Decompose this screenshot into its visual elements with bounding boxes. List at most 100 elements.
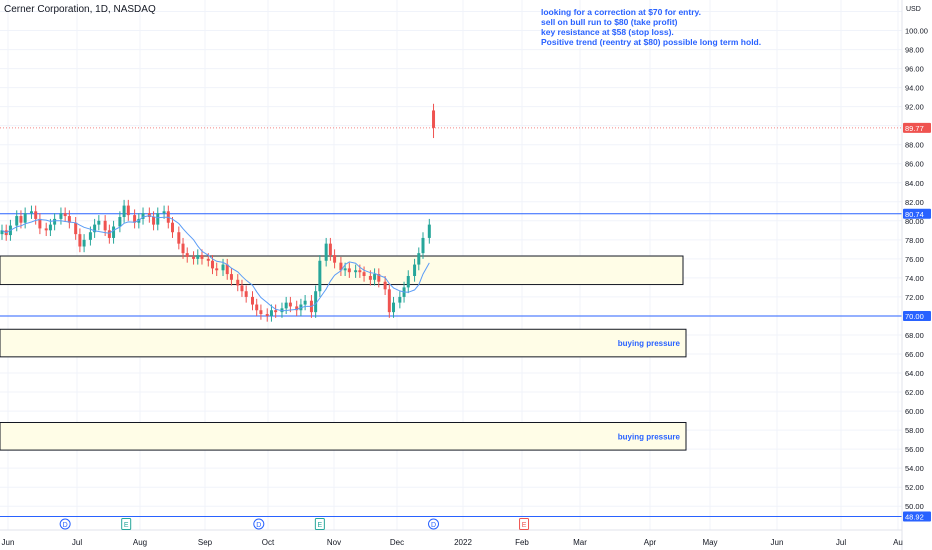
candle xyxy=(383,275,387,296)
candle-body xyxy=(244,291,248,297)
support-zone xyxy=(0,421,687,451)
candle-body xyxy=(200,255,204,259)
event-marker-label: D xyxy=(63,522,68,529)
candle xyxy=(295,300,299,316)
candle-body xyxy=(343,268,347,271)
candle-body xyxy=(368,275,372,280)
candle xyxy=(181,237,185,259)
candle xyxy=(171,217,175,238)
candle-body xyxy=(192,256,196,259)
candle xyxy=(354,264,358,278)
price-tick-label: 96.00 xyxy=(905,65,924,74)
candle-body xyxy=(288,302,292,307)
candle xyxy=(421,232,425,259)
time-tick-label: Aug xyxy=(133,538,147,547)
candle-body xyxy=(88,232,92,240)
price-tick-label: 80.00 xyxy=(905,217,924,226)
event-marker: D xyxy=(428,518,440,530)
candle-body xyxy=(19,216,23,223)
candle-body xyxy=(67,216,71,223)
candle xyxy=(53,213,57,231)
candle-body xyxy=(171,222,175,233)
earnings-marker-icon xyxy=(519,518,530,530)
candle-body xyxy=(78,234,82,247)
price-badge-label: 48.92 xyxy=(905,512,924,521)
candle-body xyxy=(196,255,200,259)
candle-body xyxy=(377,274,381,282)
candle xyxy=(133,209,137,229)
price-tick-label: 100.00 xyxy=(905,27,928,36)
candle-body xyxy=(44,228,48,231)
price-badge xyxy=(903,511,931,522)
zone-label: buying pressure xyxy=(618,432,681,441)
candle-body xyxy=(250,296,254,305)
candle xyxy=(38,213,42,235)
price-tick-label: 92.00 xyxy=(905,103,924,112)
candle xyxy=(347,262,351,278)
candle xyxy=(324,237,328,267)
candle-body xyxy=(23,213,27,223)
time-tick-label: Jun xyxy=(771,538,784,547)
chart-title: Cerner Corporation, 1D, NASDAQ xyxy=(4,4,156,15)
candle xyxy=(78,228,82,253)
price-tick-label: 56.00 xyxy=(905,445,924,454)
candle-body xyxy=(74,222,78,235)
candle-body xyxy=(141,213,145,219)
event-marker: E xyxy=(314,518,325,530)
candle-body xyxy=(383,281,387,290)
annotation-line-1: looking for a correction at $70 for entr… xyxy=(541,7,701,17)
candle-body xyxy=(358,270,362,273)
candle xyxy=(152,211,156,231)
candle xyxy=(67,210,71,229)
candle xyxy=(107,224,111,244)
price-tick-label: 54.00 xyxy=(905,464,924,473)
candle xyxy=(339,256,343,276)
candle-body xyxy=(413,264,417,276)
candle-body xyxy=(362,272,366,276)
candle-body xyxy=(269,310,273,316)
time-tick-label: Jul xyxy=(72,538,82,547)
time-tick-label: Jun xyxy=(2,538,15,547)
candle-body xyxy=(53,218,57,225)
candle xyxy=(196,249,200,265)
candle-body xyxy=(339,262,343,271)
price-tick-label: 78.00 xyxy=(905,236,924,245)
candle xyxy=(192,251,196,265)
candle xyxy=(215,262,219,276)
event-marker-label: D xyxy=(256,522,261,529)
earnings-marker-icon xyxy=(314,518,325,530)
candle-body xyxy=(225,264,229,275)
time-tick-label: Jul xyxy=(836,538,846,547)
support-zone xyxy=(0,328,687,358)
candle-body xyxy=(303,300,307,305)
candle xyxy=(303,295,307,311)
candle-body xyxy=(314,291,318,313)
candle-body xyxy=(156,213,160,225)
annotation-line-4: Positive trend (reentry at $80) possible… xyxy=(541,37,762,47)
candle xyxy=(406,270,410,294)
candle-body xyxy=(181,243,185,254)
candle xyxy=(314,285,318,318)
candle xyxy=(417,247,421,271)
candle-body xyxy=(118,217,122,227)
candle-body xyxy=(152,217,156,225)
price-badge xyxy=(903,122,931,133)
candle-body xyxy=(333,255,337,263)
candle xyxy=(0,224,4,240)
candle xyxy=(362,266,366,282)
candle-body xyxy=(255,304,259,311)
time-tick-label: Apr xyxy=(644,538,657,547)
candle-body xyxy=(417,253,421,265)
candle-body xyxy=(392,302,396,313)
candle xyxy=(318,255,322,297)
candle-body xyxy=(103,220,107,231)
price-badge-label: 70.00 xyxy=(905,312,924,321)
candle-body xyxy=(82,239,86,247)
candle xyxy=(284,296,288,315)
price-tick-label: 72.00 xyxy=(905,293,924,302)
price-tick-label: 52.00 xyxy=(905,483,924,492)
candle-body xyxy=(0,230,4,235)
candle xyxy=(392,296,396,318)
dividend-marker-icon xyxy=(59,518,71,530)
